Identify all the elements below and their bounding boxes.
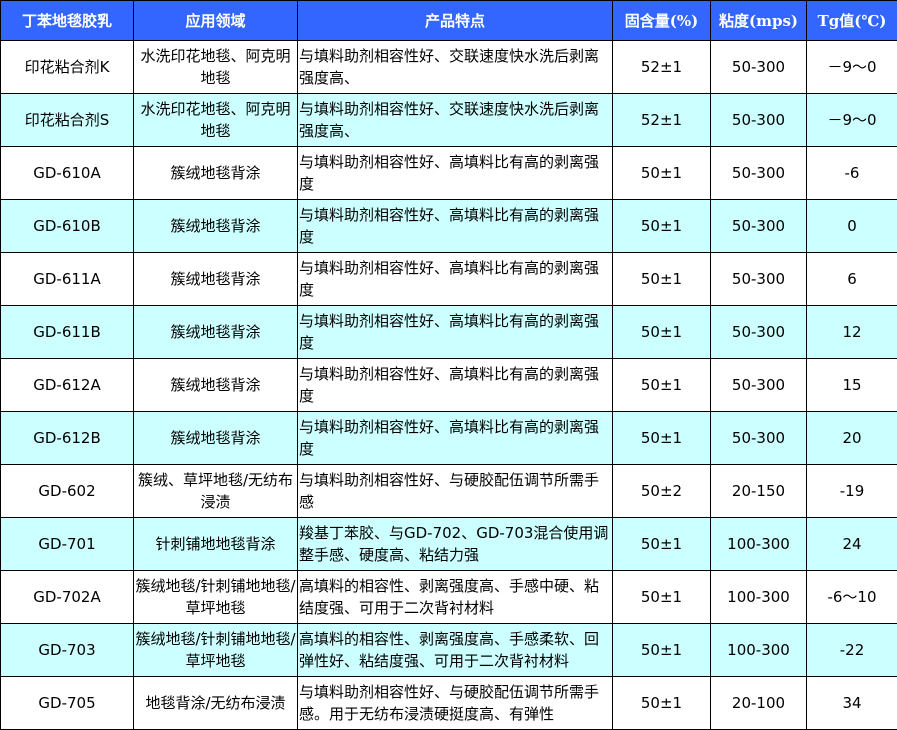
header-row: 丁苯地毯胶乳 应用领域 产品特点 固含量(%) 粘度(mps) Tg值(℃) bbox=[0, 0, 897, 41]
cell-solid-content: 50±2 bbox=[612, 464, 711, 518]
cell-tg-value: 12 bbox=[806, 305, 897, 359]
cell-product-name: GD-602 bbox=[0, 464, 134, 518]
cell-application: 簇绒地毯背涂 bbox=[133, 146, 298, 200]
cell-product-name: GD-610B bbox=[0, 199, 134, 253]
cell-viscosity: 50-300 bbox=[710, 305, 807, 359]
cell-tg-value: 24 bbox=[806, 517, 897, 571]
cell-application: 地毯背涂/无纺布浸渍 bbox=[133, 676, 298, 730]
column-header-product-name: 丁苯地毯胶乳 bbox=[0, 0, 134, 41]
cell-product-name: GD-705 bbox=[0, 676, 134, 730]
cell-solid-content: 50±1 bbox=[612, 146, 711, 200]
column-header-application: 应用领域 bbox=[133, 0, 298, 41]
cell-viscosity: 50-300 bbox=[710, 93, 807, 147]
table-row: GD-701 针刺铺地地毯背涂 羧基丁苯胶、与GD-702、GD-703混合使用调整… bbox=[0, 517, 897, 571]
cell-product-name: GD-610A bbox=[0, 146, 134, 200]
cell-features: 高填料的相容性、剥离强度高、手感柔软、回弹性好、粘结度强、可用于二次背衬材料 bbox=[297, 623, 613, 677]
cell-viscosity: 100-300 bbox=[710, 623, 807, 677]
cell-viscosity: 100-300 bbox=[710, 517, 807, 571]
table-row: GD-705 地毯背涂/无纺布浸渍 与填料助剂相容性好、与硬胶配伍调节所需手感。用于… bbox=[0, 676, 897, 730]
cell-product-name: GD-701 bbox=[0, 517, 134, 571]
cell-viscosity: 50-300 bbox=[710, 358, 807, 412]
cell-application: 簇绒地毯背涂 bbox=[133, 252, 298, 306]
table-row: GD-612B 簇绒地毯背涂 与填料助剂相容性好、高填料比有高的剥离强度 50±1 50… bbox=[0, 411, 897, 465]
cell-viscosity: 50-300 bbox=[710, 146, 807, 200]
cell-application: 簇绒地毯背涂 bbox=[133, 199, 298, 253]
cell-features: 羧基丁苯胶、与GD-702、GD-703混合使用调整手感、硬度高、粘结力强 bbox=[297, 517, 613, 571]
table-row: 印花粘合剂K 水洗印花地毯、阿克明地毯 与填料助剂相容性好、交联速度快水洗后剥离强度… bbox=[0, 40, 897, 94]
cell-application: 水洗印花地毯、阿克明地毯 bbox=[133, 40, 298, 94]
cell-features: 高填料的相容性、剥离强度高、手感中硬、粘结度强、可用于二次背衬材料 bbox=[297, 570, 613, 624]
cell-application: 簇绒地毯/针刺铺地地毯/草坪地毯 bbox=[133, 623, 298, 677]
cell-viscosity: 50-300 bbox=[710, 40, 807, 94]
cell-product-name: GD-612A bbox=[0, 358, 134, 412]
cell-product-name: GD-702A bbox=[0, 570, 134, 624]
cell-solid-content: 50±1 bbox=[612, 305, 711, 359]
cell-product-name: 印花粘合剂K bbox=[0, 40, 134, 94]
column-header-tg-value: Tg值(℃) bbox=[806, 0, 897, 41]
cell-tg-value: －9～0 bbox=[806, 93, 897, 147]
cell-features: 与填料助剂相容性好、高填料比有高的剥离强度 bbox=[297, 146, 613, 200]
cell-solid-content: 50±1 bbox=[612, 517, 711, 571]
cell-application: 针刺铺地地毯背涂 bbox=[133, 517, 298, 571]
cell-tg-value: 15 bbox=[806, 358, 897, 412]
cell-features: 与填料助剂相容性好、与硬胶配伍调节所需手感 bbox=[297, 464, 613, 518]
cell-application: 簇绒地毯背涂 bbox=[133, 411, 298, 465]
cell-features: 与填料助剂相容性好、与硬胶配伍调节所需手感。用于无纺布浸渍硬挺度高、有弹性 bbox=[297, 676, 613, 730]
table-row: GD-611B 簇绒地毯背涂 与填料助剂相容性好、高填料比有高的剥离强度 50±1 50… bbox=[0, 305, 897, 359]
cell-tg-value: -22 bbox=[806, 623, 897, 677]
table-row: 印花粘合剂S 水洗印花地毯、阿克明地毯 与填料助剂相容性好、交联速度快水洗后剥离强度… bbox=[0, 93, 897, 147]
cell-application: 簇绒地毯/针刺铺地地毯/草坪地毯 bbox=[133, 570, 298, 624]
table-row: GD-703 簇绒地毯/针刺铺地地毯/草坪地毯 高填料的相容性、剥离强度高、手感柔软… bbox=[0, 623, 897, 677]
cell-tg-value: -6～10 bbox=[806, 570, 897, 624]
cell-tg-value: 20 bbox=[806, 411, 897, 465]
cell-solid-content: 50±1 bbox=[612, 623, 711, 677]
cell-tg-value: -6 bbox=[806, 146, 897, 200]
cell-viscosity: 50-300 bbox=[710, 199, 807, 253]
column-header-viscosity: 粘度(mps) bbox=[710, 0, 807, 41]
cell-application: 水洗印花地毯、阿克明地毯 bbox=[133, 93, 298, 147]
cell-features: 与填料助剂相容性好、高填料比有高的剥离强度 bbox=[297, 411, 613, 465]
cell-product-name: GD-612B bbox=[0, 411, 134, 465]
cell-product-name: GD-611B bbox=[0, 305, 134, 359]
cell-solid-content: 50±1 bbox=[612, 570, 711, 624]
cell-viscosity: 50-300 bbox=[710, 252, 807, 306]
cell-viscosity: 20-150 bbox=[710, 464, 807, 518]
cell-viscosity: 20-100 bbox=[710, 676, 807, 730]
cell-viscosity: 100-300 bbox=[710, 570, 807, 624]
cell-tg-value: -19 bbox=[806, 464, 897, 518]
cell-tg-value: －9～0 bbox=[806, 40, 897, 94]
table-row: GD-611A 簇绒地毯背涂 与填料助剂相容性好、高填料比有高的剥离强度 50±1 50… bbox=[0, 252, 897, 306]
cell-product-name: GD-611A bbox=[0, 252, 134, 306]
cell-product-name: GD-703 bbox=[0, 623, 134, 677]
cell-solid-content: 50±1 bbox=[612, 199, 711, 253]
cell-application: 簇绒地毯背涂 bbox=[133, 305, 298, 359]
cell-features: 与填料助剂相容性好、高填料比有高的剥离强度 bbox=[297, 199, 613, 253]
cell-tg-value: 34 bbox=[806, 676, 897, 730]
table-row: GD-702A 簇绒地毯/针刺铺地地毯/草坪地毯 高填料的相容性、剥离强度高、手感中… bbox=[0, 570, 897, 624]
column-header-features: 产品特点 bbox=[297, 0, 613, 41]
cell-solid-content: 52±1 bbox=[612, 40, 711, 94]
table-row: GD-610A 簇绒地毯背涂 与填料助剂相容性好、高填料比有高的剥离强度 50±1 50… bbox=[0, 146, 897, 200]
cell-solid-content: 52±1 bbox=[612, 93, 711, 147]
cell-features: 与填料助剂相容性好、高填料比有高的剥离强度 bbox=[297, 358, 613, 412]
cell-tg-value: 6 bbox=[806, 252, 897, 306]
cell-features: 与填料助剂相容性好、高填料比有高的剥离强度 bbox=[297, 305, 613, 359]
cell-solid-content: 50±1 bbox=[612, 676, 711, 730]
cell-viscosity: 50-300 bbox=[710, 411, 807, 465]
cell-features: 与填料助剂相容性好、高填料比有高的剥离强度 bbox=[297, 252, 613, 306]
column-header-solid-content: 固含量(%) bbox=[612, 0, 711, 41]
cell-solid-content: 50±1 bbox=[612, 358, 711, 412]
cell-features: 与填料助剂相容性好、交联速度快水洗后剥离强度高、 bbox=[297, 93, 613, 147]
table-row: GD-612A 簇绒地毯背涂 与填料助剂相容性好、高填料比有高的剥离强度 50±1 50… bbox=[0, 358, 897, 412]
cell-features: 与填料助剂相容性好、交联速度快水洗后剥离强度高、 bbox=[297, 40, 613, 94]
table-row: GD-610B 簇绒地毯背涂 与填料助剂相容性好、高填料比有高的剥离强度 50±1 50… bbox=[0, 199, 897, 253]
cell-tg-value: 0 bbox=[806, 199, 897, 253]
cell-solid-content: 50±1 bbox=[612, 252, 711, 306]
cell-application: 簇绒地毯背涂 bbox=[133, 358, 298, 412]
table-row: GD-602 簇绒、草坪地毯/无纺布浸渍 与填料助剂相容性好、与硬胶配伍调节所需手感… bbox=[0, 464, 897, 518]
cell-product-name: 印花粘合剂S bbox=[0, 93, 134, 147]
cell-solid-content: 50±1 bbox=[612, 411, 711, 465]
cell-application: 簇绒、草坪地毯/无纺布浸渍 bbox=[133, 464, 298, 518]
